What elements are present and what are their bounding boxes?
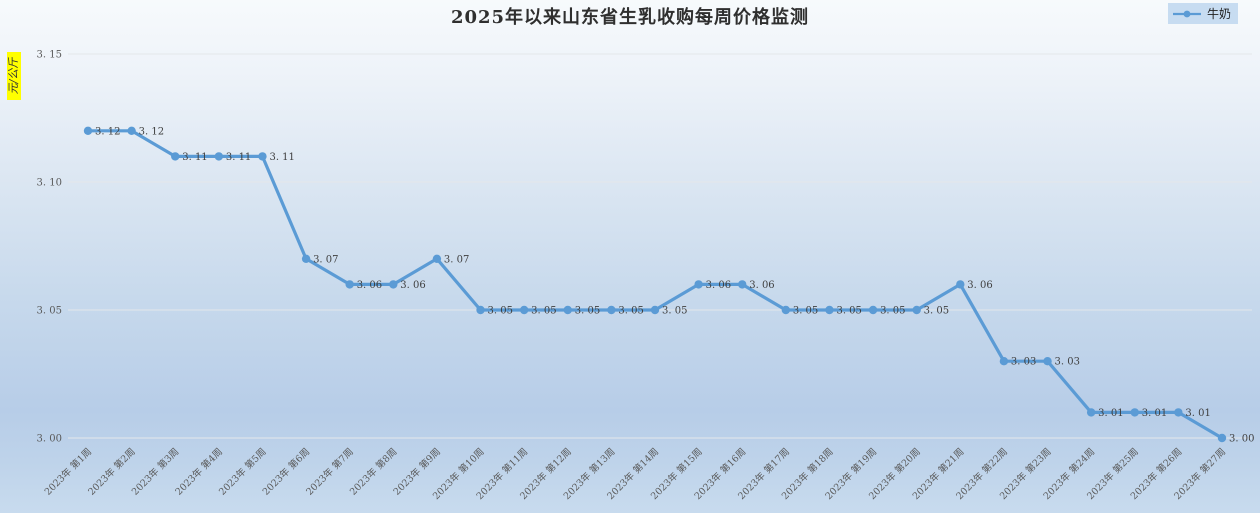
data-point-label: 3. 05 bbox=[793, 306, 818, 317]
data-point-marker bbox=[1130, 408, 1139, 417]
data-point-label: 3. 00 bbox=[1229, 434, 1254, 445]
data-point-marker bbox=[519, 305, 529, 315]
data-point-marker bbox=[999, 357, 1009, 366]
data-point-label: 3. 06 bbox=[967, 280, 992, 291]
data-point-marker bbox=[868, 305, 878, 315]
data-point-label: 3. 06 bbox=[749, 280, 774, 291]
data-point-marker bbox=[432, 254, 442, 263]
legend-label: 牛奶 bbox=[1206, 7, 1231, 21]
data-point-label: 3. 01 bbox=[1142, 408, 1167, 419]
data-point-label: 3. 05 bbox=[575, 306, 600, 317]
data-point-marker bbox=[214, 152, 224, 161]
data-point-marker bbox=[1174, 408, 1183, 417]
data-point-marker bbox=[738, 280, 747, 289]
data-point-marker bbox=[1217, 433, 1227, 443]
data-point-marker bbox=[83, 126, 93, 135]
data-point-marker bbox=[563, 305, 572, 315]
data-point-marker bbox=[476, 305, 485, 315]
data-point-label: 3. 06 bbox=[357, 280, 382, 291]
data-point-label: 3. 05 bbox=[880, 306, 905, 317]
data-point-label: 3. 05 bbox=[924, 306, 949, 317]
data-point-marker bbox=[912, 305, 921, 315]
data-point-marker bbox=[956, 280, 965, 289]
data-point-marker bbox=[781, 305, 791, 315]
data-point-marker bbox=[258, 152, 267, 161]
data-point-label: 3. 05 bbox=[618, 306, 643, 317]
data-point-label: 3. 01 bbox=[1098, 408, 1123, 419]
legend-series-marker-icon bbox=[1172, 10, 1201, 17]
y-axis-tick-label: 3. 10 bbox=[37, 178, 62, 189]
data-point-label: 3. 03 bbox=[1055, 357, 1080, 368]
y-axis-tick-label: 3. 15 bbox=[37, 50, 62, 61]
data-point-marker bbox=[345, 280, 354, 289]
y-axis-tick-label: 3. 05 bbox=[37, 306, 62, 317]
series-line bbox=[86, 129, 1224, 440]
data-point-label: 3. 05 bbox=[662, 306, 687, 317]
data-point-label: 3. 12 bbox=[139, 126, 164, 137]
data-point-marker bbox=[1043, 357, 1052, 366]
y-axis-tick-label: 3. 00 bbox=[37, 434, 62, 445]
data-point-label: 3. 03 bbox=[1011, 357, 1036, 368]
data-point-marker bbox=[650, 305, 660, 315]
data-point-label: 3. 01 bbox=[1185, 408, 1210, 419]
data-point-label: 3. 05 bbox=[836, 306, 861, 317]
data-point-marker bbox=[171, 152, 180, 161]
data-point-marker bbox=[301, 254, 311, 263]
data-point-label: 3. 11 bbox=[269, 152, 294, 163]
data-point-label: 3. 11 bbox=[182, 152, 207, 163]
data-point-marker bbox=[127, 126, 136, 135]
data-point-label: 3. 06 bbox=[400, 280, 425, 291]
data-point-label: 3. 05 bbox=[488, 306, 513, 317]
data-point-label: 3. 11 bbox=[226, 152, 251, 163]
data-point-label: 3. 12 bbox=[95, 126, 120, 137]
data-point-label: 3. 05 bbox=[531, 306, 556, 317]
data-point-label: 3. 07 bbox=[444, 254, 469, 265]
data-point-label: 3. 06 bbox=[706, 280, 731, 291]
data-point-marker bbox=[1086, 408, 1096, 417]
data-point-marker bbox=[825, 305, 834, 315]
chart-title[interactable]: 2025年以来山东省生乳收购每周价格监测 bbox=[450, 7, 810, 28]
data-point-marker bbox=[389, 280, 398, 289]
data-point-marker bbox=[694, 280, 703, 289]
legend[interactable]: 牛奶 bbox=[1167, 3, 1238, 24]
data-point-marker bbox=[607, 305, 616, 315]
data-point-label: 3. 07 bbox=[313, 254, 338, 265]
